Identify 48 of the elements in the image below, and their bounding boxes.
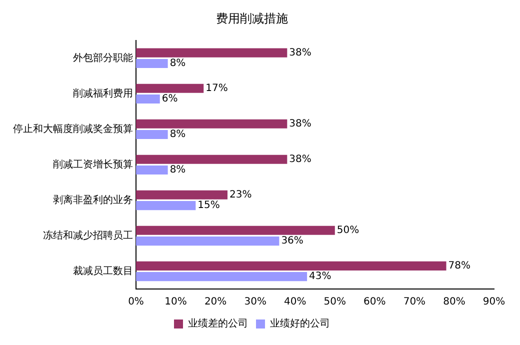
data-label: 36%: [281, 236, 304, 247]
data-label: 38%: [289, 118, 312, 130]
bar: [136, 84, 204, 93]
bar: [136, 119, 288, 128]
y-tick-label: 停止和大幅度削减奖金预算: [13, 122, 133, 135]
bar: [136, 166, 168, 175]
data-label: 23%: [229, 189, 252, 200]
x-tick-label: 70%: [403, 296, 426, 308]
bar: [136, 226, 335, 235]
bar: [136, 261, 446, 270]
y-tick-label: 裁减员工数目: [73, 264, 133, 277]
x-tick-label: 10%: [164, 296, 187, 308]
bar: [136, 236, 280, 246]
data-label: 78%: [448, 260, 470, 272]
bar: [136, 130, 168, 140]
data-label: 8%: [170, 129, 186, 140]
data-label: 50%: [336, 224, 360, 236]
legend-label: 业绩差的公司: [188, 318, 248, 330]
y-tick-label: 外包部分职能: [73, 52, 133, 64]
chart-title: 费用削减措施: [216, 11, 288, 26]
y-tick-label: 剥离非盈利的业务: [53, 194, 133, 206]
y-tick-label: 削减工资增长预算: [53, 158, 133, 170]
bar: [136, 48, 288, 58]
data-label: 43%: [309, 271, 332, 282]
bar: [136, 272, 308, 282]
data-label: 8%: [170, 58, 186, 70]
x-tick-label: 50%: [324, 296, 346, 308]
data-label: 8%: [170, 164, 186, 176]
bar: [136, 58, 168, 68]
x-tick-label: 90%: [482, 296, 506, 308]
bar: [136, 154, 288, 164]
bar: [136, 201, 196, 210]
bar: [136, 94, 160, 104]
y-tick-label: 削减福利费用: [73, 87, 133, 100]
x-tick-label: 0%: [128, 296, 144, 308]
x-tick-label: 20%: [204, 296, 227, 308]
x-tick-label: 40%: [284, 296, 306, 308]
bar: [136, 190, 228, 200]
x-tick-label: 30%: [244, 296, 266, 308]
y-tick-label: 冻结和减少招聘员工: [43, 229, 133, 242]
x-tick-label: 80%: [443, 296, 466, 308]
data-label: 6%: [162, 94, 178, 105]
x-tick-label: 60%: [364, 296, 386, 308]
data-label: 38%: [289, 154, 312, 165]
data-label: 38%: [289, 47, 312, 58]
data-label: 15%: [198, 200, 220, 212]
data-label: 17%: [206, 82, 228, 94]
legend-label: 业绩好的公司: [270, 318, 330, 330]
